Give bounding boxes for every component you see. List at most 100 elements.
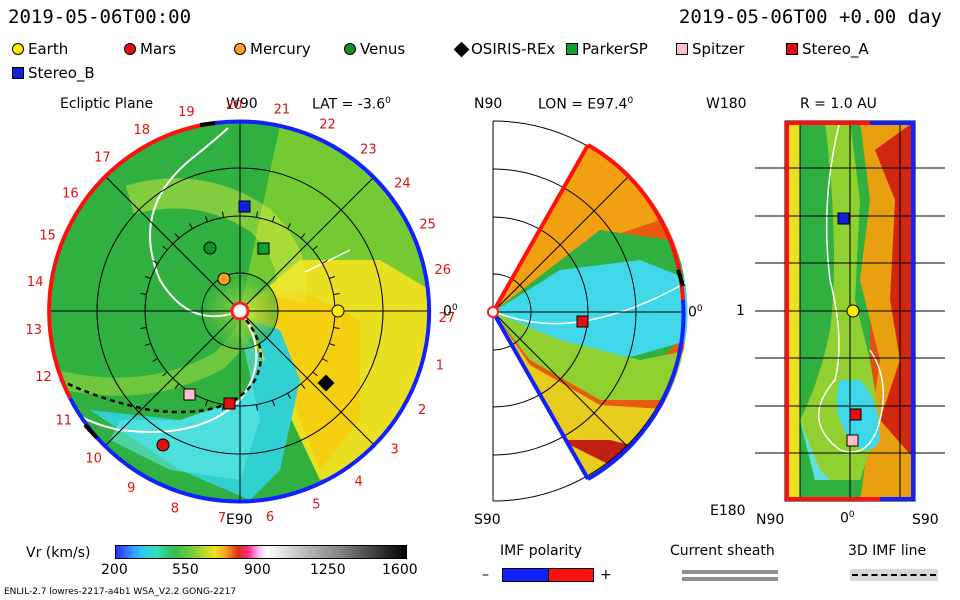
imf-plus-label: +	[600, 567, 612, 583]
venus-marker	[203, 241, 217, 255]
ecliptic-plane-plot: 19 20 212223242526271234567891011121314151…	[26, 100, 456, 526]
ring-tick	[162, 245, 168, 251]
stereo-b-marker-icon	[12, 67, 24, 79]
ring-tick	[312, 245, 318, 251]
longitude-label: 24	[394, 177, 411, 192]
imf-polarity-title: IMF polarity	[500, 543, 583, 559]
longitude-label: 10	[85, 451, 102, 466]
meridional-sun-icon	[487, 306, 499, 318]
radial-spitzer-marker	[846, 434, 859, 447]
parkersp-marker	[257, 242, 270, 255]
ring-tick	[205, 400, 208, 407]
stereo-a-marker-icon	[786, 43, 798, 55]
legend-venus: Venus	[344, 40, 405, 58]
ring-tick	[140, 327, 147, 329]
legend-earth: Earth	[12, 40, 68, 58]
ring-tick	[144, 276, 151, 279]
radial-bottom-n-label: N90	[756, 512, 785, 528]
ring-tick	[322, 358, 328, 362]
legend-parkersp: ParkerSP	[566, 40, 648, 58]
osiris-rex-marker-icon	[453, 41, 470, 57]
colorbar-tick-200: 200	[101, 562, 128, 578]
meridional-plane-plot	[487, 120, 691, 502]
longitude-label: 23	[360, 143, 377, 158]
longitude-label: 14	[27, 275, 44, 290]
ecliptic-top-label: W90	[226, 96, 258, 112]
velocity-colorbar	[115, 545, 407, 559]
ring-tick	[152, 260, 158, 264]
earth-marker	[331, 304, 345, 318]
ring-tick	[333, 327, 340, 329]
lon-label: LON = E97.40	[538, 96, 634, 113]
venus-marker-icon	[344, 43, 356, 55]
legend-mercury: Mercury	[234, 40, 311, 58]
ring-tick	[300, 233, 306, 239]
radial-earth-marker	[846, 304, 860, 318]
mercury-marker	[217, 272, 231, 286]
radial-bottom-mid-label: 00	[840, 510, 855, 527]
longitude-label: 9	[127, 481, 135, 496]
longitude-label: 5	[312, 497, 320, 512]
ecliptic-title: Ecliptic Plane	[60, 96, 154, 112]
radial-bottom-s-label: S90	[912, 512, 939, 528]
ring-tick	[174, 383, 180, 389]
radial-stereo-b-marker	[837, 212, 850, 225]
radial-bottom-left-label: E180	[710, 503, 746, 519]
ring-tick	[287, 393, 291, 399]
spitzer-marker-icon	[676, 43, 688, 55]
imf-3d-title: 3D IMF line	[848, 543, 927, 559]
longitude-label: 12	[35, 370, 52, 385]
longitude-label: 20	[226, 100, 243, 113]
ring-tick	[329, 276, 336, 279]
colorbar-tick-1250: 1250	[310, 562, 346, 578]
legend-stereo-b: Stereo_B	[12, 64, 95, 82]
legend-osiris-rex: OSIRIS-REx	[453, 40, 555, 58]
ring-tick	[322, 260, 328, 264]
parkersp-marker-icon	[566, 43, 578, 55]
radial-mid-left-label: 1	[736, 303, 745, 319]
current-sheath-swatch-bottom	[682, 577, 778, 581]
legend-stereo-a: Stereo_A	[786, 40, 869, 58]
colorbar-tick-1600: 1600	[382, 562, 418, 578]
legend-spitzer: Spitzer	[676, 40, 744, 58]
longitude-label: 21	[274, 102, 291, 117]
ring-tick	[222, 404, 224, 411]
stereo-a-marker	[223, 397, 236, 410]
ring-tick	[140, 293, 147, 295]
mars-marker	[156, 438, 170, 452]
radial-top-left-label: W180	[706, 96, 747, 112]
longitude-label: 6	[266, 510, 274, 525]
date-right: 2019-05-06T00 +0.00 day	[678, 6, 942, 28]
ecliptic-right-label: 00	[443, 303, 458, 320]
earth-marker-icon	[12, 43, 24, 55]
longitude-label: 19	[178, 105, 195, 120]
stereo-b-marker	[238, 200, 251, 213]
lat-label: LAT = -3.60	[312, 96, 391, 113]
radial-r-label: R = 1.0 AU	[800, 96, 877, 112]
ring-tick	[287, 223, 291, 229]
osiris-rex-marker	[317, 374, 335, 392]
imf-minus-label: –	[482, 567, 489, 583]
radial-stereo-a-marker	[849, 408, 862, 421]
mars-marker-icon	[124, 43, 136, 55]
longitude-label: 18	[134, 123, 151, 138]
ring-tick	[272, 215, 275, 222]
colorbar-tick-900: 900	[244, 562, 271, 578]
ring-tick	[272, 400, 275, 407]
longitude-label: 22	[319, 117, 336, 132]
imf-3d-dash	[852, 574, 936, 576]
longitude-label: 13	[26, 323, 43, 338]
current-sheath-swatch-top	[682, 570, 778, 574]
ring-tick	[256, 211, 258, 218]
ring-tick	[152, 358, 158, 362]
spitzer-marker	[183, 388, 196, 401]
sun-icon	[230, 301, 250, 321]
current-sheath-title: Current sheath	[670, 543, 775, 559]
ring-tick	[144, 343, 151, 346]
date-left: 2019-05-06T00:00	[8, 6, 192, 28]
meridional-right-label: 00	[688, 304, 703, 321]
ecliptic-bottom-label: E90	[226, 512, 253, 528]
meridional-bottom-label: S90	[474, 512, 501, 528]
imf-positive-swatch	[548, 568, 594, 582]
meridional-stereo-a-marker	[576, 315, 589, 328]
